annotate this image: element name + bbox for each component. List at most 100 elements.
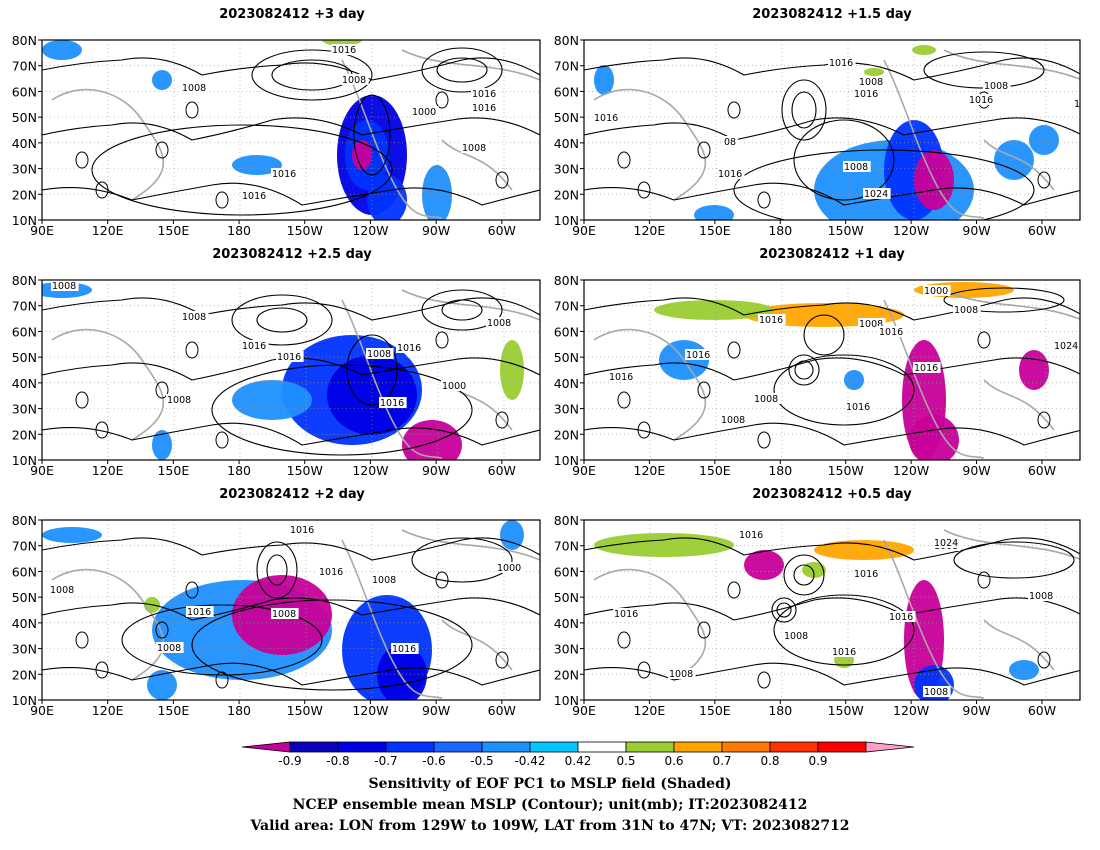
map-panel-1: 1016 1008 1008 1000 1016 1016 1008 1016 1016 80N 7… <box>12 33 541 238</box>
contour-label: 1008 <box>157 643 181 654</box>
mslp-contour <box>617 151 631 169</box>
mslp-contour <box>803 314 845 356</box>
contour-label: 1016 <box>854 89 878 100</box>
longitude-tick-label: 60W <box>488 703 516 718</box>
contour-label: 1008 <box>859 319 883 330</box>
mslp-contour <box>256 307 308 333</box>
longitude-tick-label: 90W <box>962 223 990 238</box>
colorbar-tick-label: 0.5 <box>616 754 635 768</box>
contour-label: 1008 <box>844 162 868 173</box>
mslp-contour <box>781 79 827 141</box>
coastline <box>983 619 1055 671</box>
panel-title-6: 2023082412 +0.5 day <box>752 487 912 502</box>
coastline <box>401 529 540 561</box>
latitude-tick-label: 70N <box>554 59 579 74</box>
longitude-tick-label: 60W <box>1028 703 1056 718</box>
colorbar-swatch <box>529 741 579 753</box>
colorbar-tick-label: 0.9 <box>808 754 827 768</box>
mslp-contour <box>637 421 651 439</box>
mslp-contour <box>697 141 711 159</box>
longitude-tick-label: 120W <box>352 703 388 718</box>
sensitivity-shading <box>42 527 102 543</box>
longitude-tick-label: 120W <box>893 223 929 238</box>
mslp-contour <box>584 182 1080 206</box>
coastline <box>593 88 707 201</box>
contour-label: 1016 <box>594 113 618 124</box>
colorbar-swatch <box>337 741 387 753</box>
longitude-tick-label: 60W <box>488 463 516 478</box>
latitude-tick-label: 50N <box>554 110 579 125</box>
contour-label: 1008 <box>754 394 778 405</box>
mslp-contour <box>191 599 473 691</box>
colorbar-tick-label: 0.7 <box>712 754 731 768</box>
latitude-tick-label: 40N <box>12 616 37 631</box>
colorbar-swatch <box>289 741 339 753</box>
map-frame <box>41 279 541 461</box>
mslp-contour <box>495 411 509 429</box>
coastline <box>883 539 985 699</box>
mslp-contour <box>943 287 1065 313</box>
contour-label: 1016 <box>277 352 301 363</box>
longitude-tick-label: 180 <box>768 463 792 478</box>
longitude-tick-label: 90W <box>962 703 990 718</box>
mslp-contour <box>42 182 540 206</box>
latitude-tick-label: 30N <box>554 642 579 657</box>
mslp-contour <box>215 671 229 689</box>
contour-label: 1008 <box>342 75 366 86</box>
mslp-contour <box>637 661 651 679</box>
latitude-tick-label: 60N <box>12 324 37 339</box>
mslp-contour <box>791 91 817 129</box>
mslp-contour <box>91 124 393 216</box>
longitude-tick-label: 90E <box>572 223 596 238</box>
mslp-contour <box>697 621 711 639</box>
latitude-tick-label: 80N <box>554 513 579 528</box>
mslp-contour <box>1037 171 1051 189</box>
latitude-tick-label: 50N <box>12 350 37 365</box>
mslp-contour <box>727 341 741 359</box>
coastline <box>401 289 540 321</box>
colorbar-tick-label: -0.6 <box>422 754 445 768</box>
longitude-tick-label: 60W <box>488 223 516 238</box>
mslp-contour <box>95 181 109 199</box>
coastline <box>593 568 707 681</box>
colorbar-tick-label: 0.6 <box>664 754 683 768</box>
contour-label: 1016 <box>914 363 938 374</box>
mslp-contour <box>757 191 771 209</box>
mslp-contour <box>75 151 89 169</box>
sensitivity-shading <box>994 140 1034 180</box>
mslp-contour <box>211 364 473 456</box>
sensitivity-shading <box>42 40 82 60</box>
latitude-tick-label: 60N <box>554 324 579 339</box>
sensitivity-shading <box>402 420 462 460</box>
colorbar-tick-label: -0.5 <box>470 754 493 768</box>
longitude-tick-label: 150W <box>828 463 864 478</box>
contour-label: 1016 <box>272 169 296 180</box>
latitude-tick-label: 20N <box>12 187 37 202</box>
coastline <box>983 139 1055 191</box>
contour-label: 1000 <box>924 286 948 297</box>
longitude-tick-label: 120W <box>352 223 388 238</box>
contour-label: 1000 <box>497 563 521 574</box>
sensitivity-shading <box>914 665 954 700</box>
mslp-contour <box>495 171 509 189</box>
contour-label: 1016 <box>832 647 856 658</box>
sensitivity-shading <box>912 45 936 55</box>
contour-label: 1016 <box>759 315 783 326</box>
mslp-contour <box>95 421 109 439</box>
longitude-tick-label: 90W <box>422 703 450 718</box>
longitude-tick-label: 60W <box>1028 223 1056 238</box>
mslp-contour <box>185 341 199 359</box>
map-panel-3: 1008 1016 1016 1008 1016 1008 1000 1008 1016 1008… <box>12 273 541 478</box>
mslp-contour <box>977 331 991 349</box>
mslp-contour <box>346 334 398 406</box>
colorbar-swatch <box>385 741 435 753</box>
mslp-contour <box>637 181 651 199</box>
mslp-contour <box>121 604 323 676</box>
contour-label: 1024 <box>934 538 958 549</box>
contour-label: 1008 <box>669 669 693 680</box>
contour-label: 1016 <box>739 530 763 541</box>
longitude-tick-label: 90W <box>962 463 990 478</box>
longitude-tick-label: 150W <box>287 463 323 478</box>
mslp-contour <box>733 149 1035 220</box>
contour-label: 1008 <box>954 305 978 316</box>
